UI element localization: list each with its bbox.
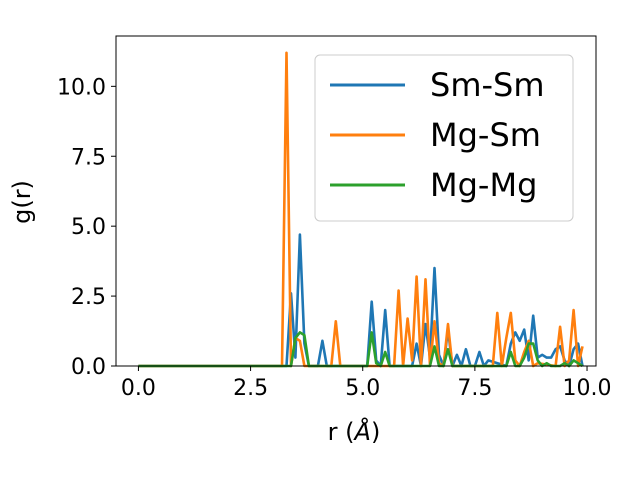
x-tick-label: 2.5 [233, 376, 268, 401]
y-tick-label: 0.0 [71, 355, 106, 380]
legend-label: Sm-Sm [430, 66, 545, 104]
x-tick-label: 7.5 [457, 376, 492, 401]
y-tick-label: 2.5 [71, 285, 106, 310]
legend-label: Mg-Mg [430, 166, 537, 204]
y-tick-label: 10.0 [57, 75, 106, 100]
y-axis-label: g(r) [8, 180, 36, 224]
plot-frame [115, 35, 597, 367]
series-line-sm-sm [138, 233, 584, 368]
legend: Sm-Sm Mg-Sm Mg-Mg [314, 54, 574, 222]
x-tick-label: 5.0 [345, 376, 380, 401]
y-tick-label: 7.5 [71, 145, 106, 170]
axes: 0.0 2.5 5.0 7.5 10.0 0.0 2.5 5.0 7.5 10.0 [57, 35, 612, 401]
x-axis-label: r (Å) [328, 417, 381, 446]
x-tick-label: 10.0 [563, 376, 612, 401]
legend-label: Mg-Sm [430, 116, 541, 154]
legend-frame [314, 54, 574, 222]
x-tick-label: 0.0 [121, 376, 156, 401]
y-tick-label: 5.0 [71, 215, 106, 240]
